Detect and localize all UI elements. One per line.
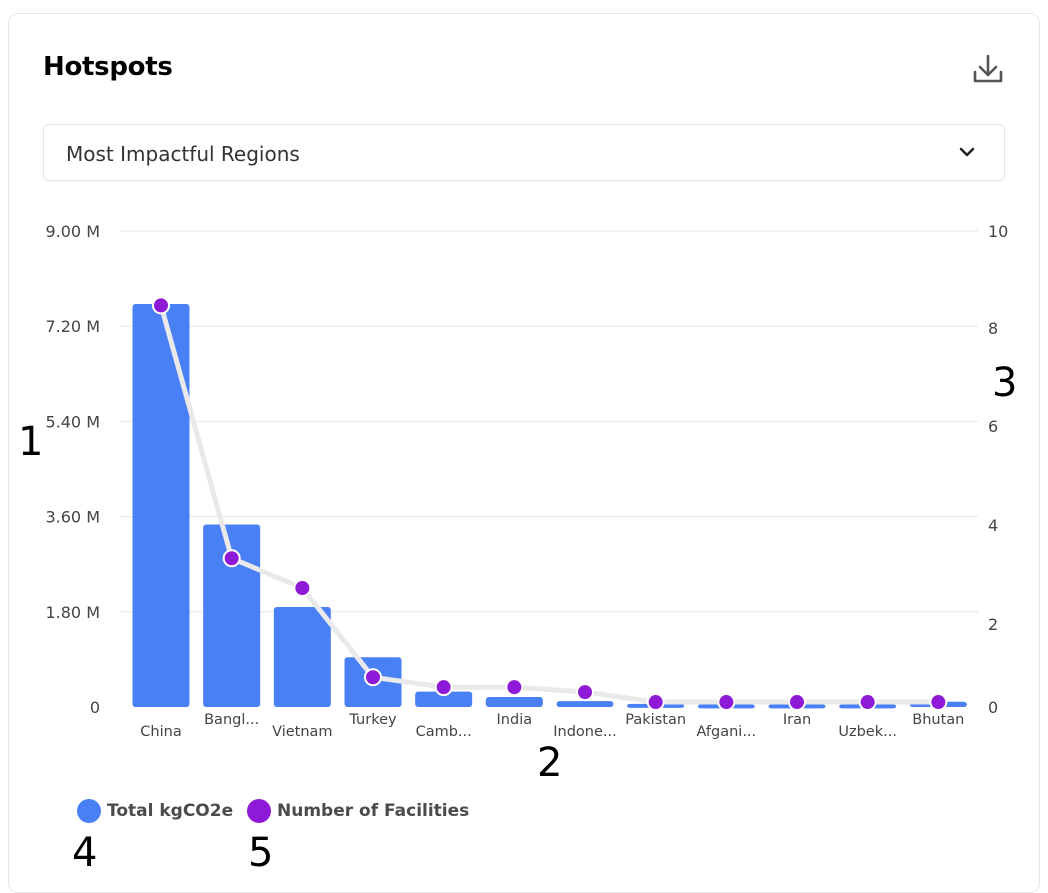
line-point bbox=[788, 693, 806, 712]
line-point bbox=[293, 579, 312, 597]
y-right-tick-label: 2 bbox=[988, 615, 998, 634]
annotation-marker-4: 4 bbox=[72, 830, 98, 876]
y-right-tick-label: 6 bbox=[988, 417, 998, 436]
line-point bbox=[646, 693, 665, 712]
x-tick-label: Iran bbox=[783, 712, 811, 728]
x-tick-label: Indone... bbox=[553, 724, 616, 740]
region-select-value: Most Impactful Regions bbox=[66, 142, 300, 166]
bar bbox=[203, 524, 261, 707]
bar bbox=[132, 303, 190, 707]
x-tick-label: Uzbek... bbox=[838, 724, 897, 740]
x-tick-label: Pakistan bbox=[625, 712, 686, 728]
x-tick-label: Bhutan bbox=[912, 712, 964, 728]
y-right-tick-label: 8 bbox=[988, 319, 998, 338]
download-button[interactable] bbox=[968, 50, 1008, 88]
annotation-marker-5: 5 bbox=[248, 830, 274, 876]
x-tick-label: Bangl... bbox=[204, 712, 259, 728]
x-tick-label: Camb... bbox=[416, 724, 472, 740]
line-point bbox=[929, 693, 948, 712]
bar bbox=[273, 607, 331, 707]
legend-swatch-line bbox=[247, 799, 271, 823]
y-left-tick-label: 3.60 M bbox=[45, 508, 100, 527]
annotation-marker-1: 1 bbox=[18, 419, 44, 465]
y-right-tick-label: 0 bbox=[988, 698, 998, 717]
annotation-marker-3: 3 bbox=[992, 360, 1018, 406]
region-select[interactable]: Most Impactful Regions bbox=[43, 124, 1005, 181]
legend-label-total-kgco2e: Total kgCO2e bbox=[107, 801, 234, 821]
line-point bbox=[505, 678, 524, 697]
line-point bbox=[434, 678, 453, 697]
legend-item-total-kgco2e[interactable]: Total kgCO2e bbox=[77, 798, 233, 824]
legend-swatch-bar bbox=[77, 799, 101, 823]
line-point bbox=[364, 668, 382, 687]
x-tick-label: Vietnam bbox=[272, 724, 332, 740]
y-right-tick-label: 10 bbox=[988, 222, 1008, 241]
bar bbox=[556, 701, 614, 707]
y-left-tick-label: 0 bbox=[90, 698, 100, 717]
y-left-tick-label: 9.00 M bbox=[45, 222, 100, 241]
line-point bbox=[152, 296, 170, 315]
y-left-tick-label: 5.40 M bbox=[45, 412, 100, 431]
series-line-number-of-facilities bbox=[158, 302, 941, 705]
y-left-tick-label: 1.80 M bbox=[45, 603, 100, 622]
card-title: Hotspots bbox=[43, 52, 173, 82]
bar bbox=[415, 691, 473, 707]
x-tick-label: India bbox=[497, 712, 533, 728]
y-left-tick-label: 7.20 M bbox=[45, 317, 100, 336]
line-point bbox=[576, 683, 594, 702]
bar bbox=[485, 696, 543, 707]
legend-label-number-of-facilities: Number of Facilities bbox=[277, 801, 470, 821]
line-point bbox=[717, 693, 736, 712]
line-point bbox=[858, 693, 877, 712]
hotspots-chart: 01.80 M3.60 M5.40 M7.20 M9.00 M 0246810 … bbox=[45, 222, 1008, 740]
x-tick-label: Turkey bbox=[348, 712, 397, 728]
y-right-tick-label: 4 bbox=[988, 516, 998, 535]
line-point bbox=[222, 549, 241, 568]
chevron-down-icon bbox=[959, 147, 975, 157]
download-icon bbox=[973, 54, 1003, 83]
x-tick-label: China bbox=[140, 724, 181, 740]
legend-item-number-of-facilities[interactable]: Number of Facilities bbox=[247, 798, 469, 824]
x-tick-label: Afgani... bbox=[697, 724, 757, 740]
annotation-marker-2: 2 bbox=[537, 740, 563, 786]
